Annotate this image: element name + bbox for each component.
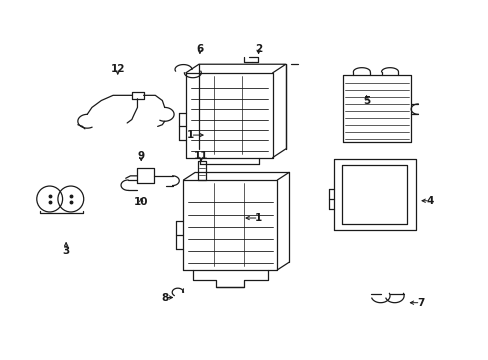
Text: 11: 11 <box>194 151 208 161</box>
Text: 7: 7 <box>416 298 424 308</box>
Text: 12: 12 <box>110 64 125 75</box>
Text: 3: 3 <box>62 246 70 256</box>
Text: 10: 10 <box>134 198 148 207</box>
Text: 2: 2 <box>254 44 262 54</box>
Text: 5: 5 <box>362 95 369 105</box>
Text: 1: 1 <box>254 213 262 223</box>
Text: 9: 9 <box>138 151 144 161</box>
Text: 1: 1 <box>186 130 194 140</box>
Text: 6: 6 <box>196 44 203 54</box>
Text: 4: 4 <box>426 196 433 206</box>
Text: 8: 8 <box>161 293 168 302</box>
